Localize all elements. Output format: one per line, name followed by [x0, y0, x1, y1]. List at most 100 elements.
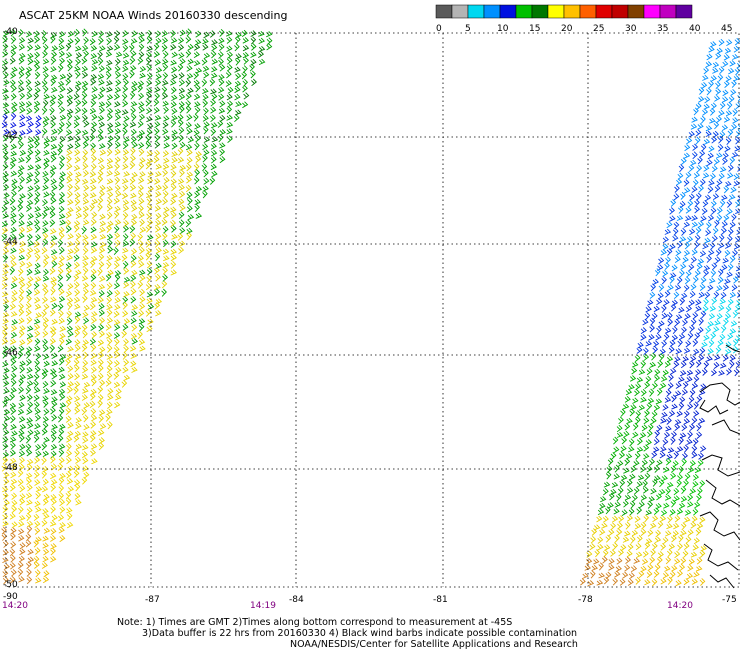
wind-barb	[9, 197, 16, 206]
wind-barb	[662, 369, 669, 377]
wind-barb	[155, 67, 163, 74]
wind-barb	[74, 239, 81, 248]
wind-barb	[114, 239, 121, 248]
wind-barb	[722, 257, 729, 264]
wind-barb	[42, 317, 50, 324]
wind-barb	[694, 466, 702, 474]
wind-barb	[114, 256, 122, 263]
wind-barb	[66, 267, 72, 275]
wind-barb	[74, 156, 81, 164]
wind-barb	[67, 381, 74, 388]
wind-barb	[676, 276, 683, 285]
wind-barb	[66, 310, 73, 319]
wind-barb	[628, 384, 635, 391]
wind-barb	[725, 75, 732, 83]
wind-barb	[701, 81, 708, 89]
wind-barb	[122, 155, 129, 164]
wind-barb	[18, 165, 25, 172]
wind-barb	[665, 530, 672, 537]
wind-barb	[139, 113, 146, 121]
wind-barb	[725, 110, 733, 117]
wind-barb	[27, 325, 34, 332]
wind-barb	[730, 186, 737, 194]
wind-barb	[186, 114, 193, 121]
wind-barb	[696, 423, 702, 432]
wind-barb	[631, 529, 639, 537]
wind-barb	[25, 435, 32, 444]
wind-barb	[676, 410, 683, 418]
wind-barb	[735, 334, 740, 342]
wind-barb	[687, 501, 694, 508]
wind-barb	[10, 121, 17, 129]
wind-barb	[649, 361, 657, 368]
wind-barb	[692, 507, 699, 516]
wind-barb	[643, 514, 650, 523]
wind-barb	[98, 414, 104, 423]
wind-barb	[665, 556, 672, 565]
wind-barb	[19, 484, 26, 493]
wind-barb	[596, 579, 604, 586]
wind-barb	[11, 289, 18, 297]
wind-barb	[619, 578, 626, 586]
wind-barb	[186, 163, 192, 172]
wind-barb	[59, 219, 67, 226]
legend-label: 30	[625, 24, 637, 34]
wind-barb	[675, 314, 683, 321]
wind-barb	[680, 369, 687, 377]
wind-barb	[725, 341, 732, 348]
wind-barb	[10, 331, 18, 339]
wind-barb	[652, 278, 659, 286]
wind-barb	[680, 191, 686, 200]
wind-barb	[629, 408, 636, 417]
wind-barb	[678, 376, 685, 383]
wind-barb	[690, 551, 698, 558]
wind-barb	[692, 179, 699, 188]
wind-barb	[26, 449, 33, 457]
wind-barb	[98, 121, 106, 128]
wind-barb	[113, 170, 121, 177]
wind-barb	[626, 417, 633, 425]
wind-barb	[67, 485, 75, 493]
wind-barb	[42, 66, 49, 73]
lat-label-42: -42	[3, 131, 18, 141]
wind-barb	[146, 211, 153, 220]
wind-barb	[669, 570, 676, 579]
wind-barb	[634, 354, 641, 362]
wind-barb	[154, 302, 161, 310]
wind-barb	[123, 225, 129, 233]
wind-barb	[145, 191, 153, 199]
wind-barb	[655, 529, 662, 538]
wind-barb	[155, 163, 163, 170]
wind-barb	[632, 361, 639, 368]
wind-barb	[727, 333, 734, 340]
wind-barb	[11, 463, 17, 472]
wind-barb	[51, 414, 58, 422]
wind-barb	[666, 548, 673, 558]
wind-barb	[640, 333, 647, 341]
wind-barb	[680, 495, 688, 503]
wind-barb	[90, 246, 98, 254]
wind-barb	[97, 57, 104, 66]
wind-barb	[684, 509, 692, 516]
wind-barb	[139, 226, 147, 234]
wind-barb	[139, 303, 146, 311]
wind-barb	[34, 330, 41, 338]
wind-barb	[634, 523, 642, 530]
wind-barb	[211, 93, 218, 101]
wind-barb	[51, 260, 58, 268]
wind-barb	[10, 254, 16, 263]
wind-barb	[178, 184, 185, 191]
wind-barb	[130, 254, 137, 263]
wind-barb	[97, 339, 105, 347]
wind-barb	[114, 232, 121, 240]
wind-barb	[26, 92, 33, 100]
wind-barb	[89, 170, 97, 178]
wind-barb	[725, 136, 732, 146]
wind-barb	[653, 446, 660, 453]
wind-barb	[114, 148, 121, 156]
wind-barb	[667, 447, 675, 454]
wind-barb	[57, 147, 63, 156]
wind-barb	[2, 275, 9, 282]
wind-barb	[34, 423, 41, 430]
wind-barb	[690, 159, 697, 166]
